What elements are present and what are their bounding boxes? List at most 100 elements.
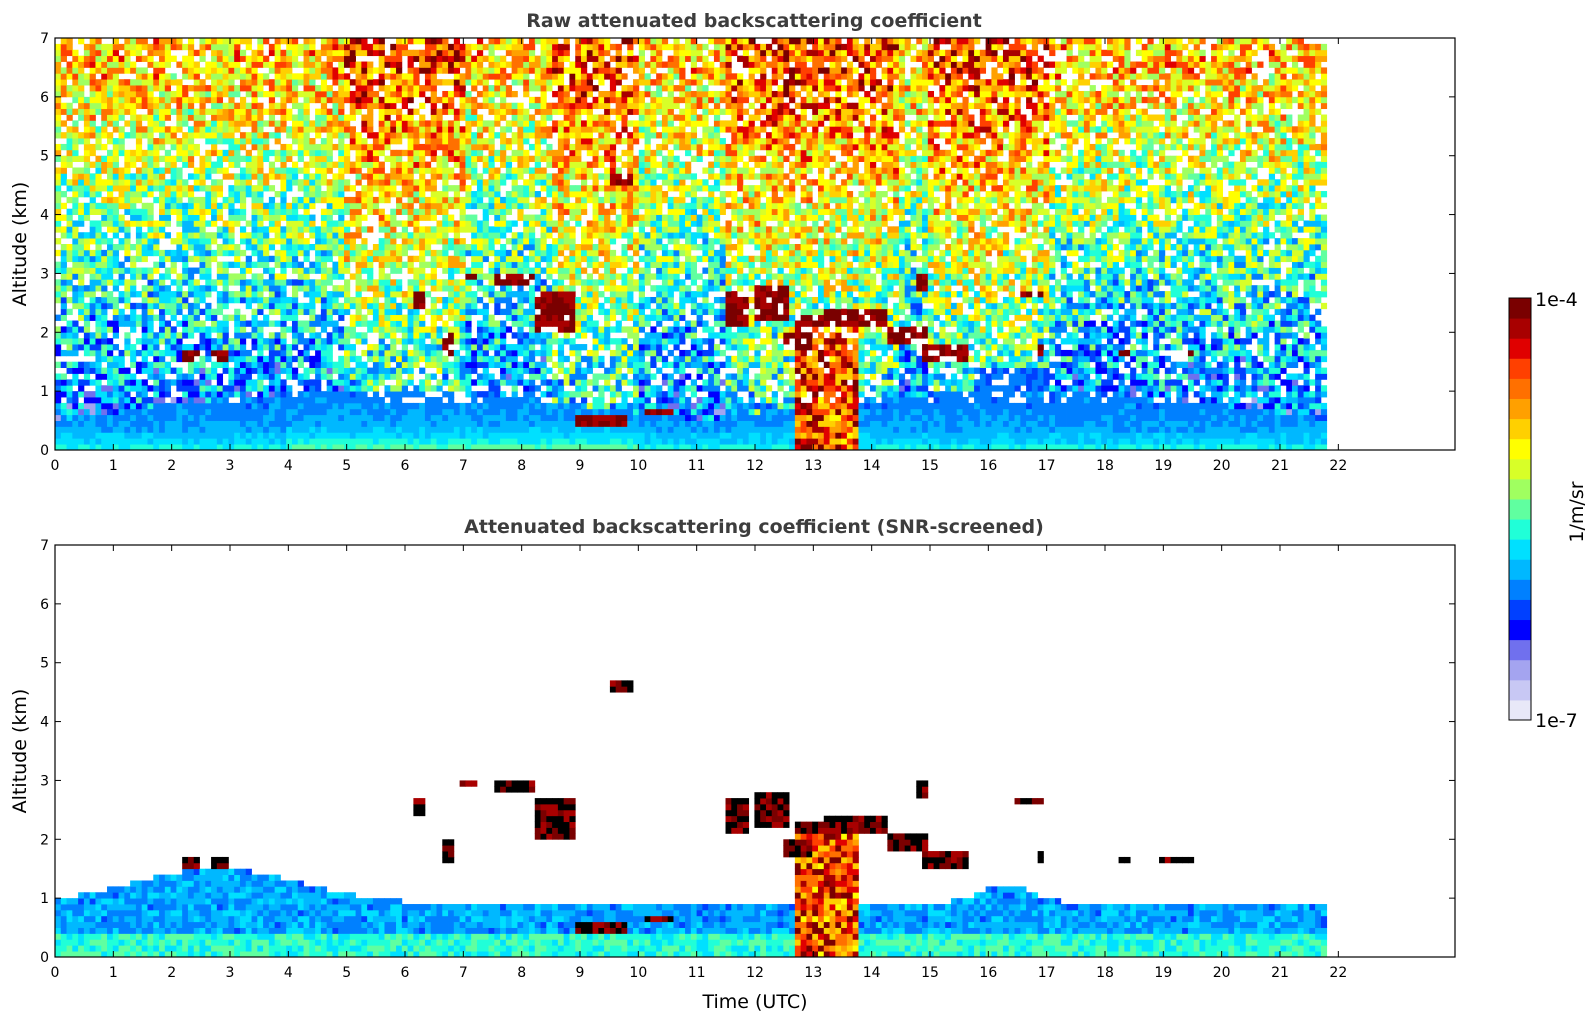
heatmap-cell [170, 338, 177, 345]
heatmap-cell [367, 308, 374, 316]
heatmap-cell [268, 296, 276, 304]
heatmap-cell [245, 438, 252, 445]
heatmap-cell [176, 202, 183, 210]
heatmap-cell [89, 296, 96, 304]
heatmap-cell [95, 444, 102, 451]
heatmap-cell [338, 385, 345, 392]
heatmap-cell [141, 397, 148, 404]
heatmap-cell [135, 126, 143, 133]
heatmap-cell [349, 238, 356, 245]
heatmap-cell [476, 55, 484, 62]
heatmap-cell [465, 291, 472, 298]
heatmap-cell [280, 444, 287, 451]
heatmap-cell [297, 249, 304, 257]
heatmap-cell [176, 332, 183, 339]
heatmap-cell [274, 302, 281, 310]
heatmap-cell [101, 414, 108, 421]
heatmap-cell [228, 426, 235, 433]
heatmap-cell [338, 373, 345, 380]
heatmap-cell [355, 73, 362, 80]
heatmap-cell [205, 85, 212, 92]
heatmap-cell [245, 138, 252, 145]
heatmap-cell [239, 226, 247, 233]
heatmap-cell [112, 285, 119, 292]
heatmap-cell [193, 255, 200, 263]
heatmap-cell [193, 444, 200, 451]
heatmap-cell [153, 244, 160, 251]
heatmap-cell [448, 120, 455, 127]
heatmap-cell [89, 273, 96, 280]
heatmap-cell [430, 108, 437, 115]
heatmap-cell [89, 90, 96, 98]
heatmap-cell [309, 332, 316, 339]
heatmap-cell [205, 196, 212, 204]
heatmap-cell [147, 202, 154, 210]
heatmap-cell [534, 196, 541, 204]
heatmap-cell [390, 438, 397, 445]
heatmap-cell [355, 255, 362, 263]
heatmap-cell [476, 126, 484, 133]
heatmap-cell [396, 391, 403, 398]
heatmap-cell [453, 114, 461, 121]
heatmap-cell [471, 397, 478, 404]
heatmap-cell [476, 338, 484, 345]
heatmap-cell [424, 249, 432, 257]
heatmap-cell [540, 320, 547, 327]
heatmap-cell [430, 208, 437, 215]
heatmap-cell [517, 185, 524, 192]
heatmap-cell [517, 114, 524, 121]
heatmap-cell [309, 226, 316, 233]
heatmap-cell [309, 43, 316, 51]
heatmap-cell [303, 67, 310, 74]
heatmap-cell [164, 85, 172, 92]
heatmap-cell [540, 332, 547, 339]
heatmap-cell [83, 214, 91, 221]
heatmap-cell [118, 379, 125, 386]
heatmap-cell [528, 155, 536, 162]
heatmap-cell [286, 249, 293, 257]
heatmap-cell [471, 114, 478, 121]
heatmap-cell [72, 291, 79, 298]
heatmap-cell [55, 379, 62, 386]
heatmap-cell [384, 173, 391, 180]
heatmap-cell [453, 267, 461, 274]
heatmap-cell [176, 273, 183, 280]
heatmap-cell [407, 167, 414, 174]
heatmap-cell [257, 208, 264, 215]
heatmap-cell [182, 344, 189, 351]
heatmap-cell [303, 238, 310, 245]
heatmap-cell [320, 232, 328, 239]
heatmap-cell [234, 196, 241, 204]
heatmap-cell [355, 308, 362, 316]
heatmap-cell [170, 438, 177, 445]
heatmap-cell [159, 220, 166, 227]
heatmap-cell [315, 332, 322, 339]
heatmap-cell [338, 55, 345, 62]
heatmap-cell [147, 85, 154, 92]
heatmap-cell [413, 296, 420, 304]
heatmap-cell [124, 185, 131, 192]
heatmap-cell [349, 161, 356, 168]
heatmap-cell [372, 90, 380, 98]
heatmap-cell [170, 426, 177, 433]
heatmap-cell [257, 320, 264, 327]
heatmap-cell [355, 167, 362, 174]
heatmap-cell [500, 132, 507, 139]
heatmap-cell [176, 38, 183, 45]
heatmap-cell [500, 308, 507, 316]
heatmap-cell [517, 344, 524, 351]
heatmap-cell [500, 73, 507, 80]
heatmap-cell [384, 285, 391, 292]
heatmap-cell [234, 338, 241, 345]
heatmap-cell [55, 267, 62, 274]
heatmap-cell [216, 379, 224, 386]
heatmap-cell [280, 379, 287, 386]
heatmap-cell [95, 273, 102, 280]
heatmap-cell [112, 344, 119, 351]
heatmap-cell [95, 349, 102, 357]
heatmap-cell [523, 49, 530, 57]
heatmap-cell [505, 355, 513, 363]
heatmap-cell [476, 196, 484, 204]
heatmap-cell [303, 397, 310, 404]
heatmap-cell [176, 185, 183, 192]
